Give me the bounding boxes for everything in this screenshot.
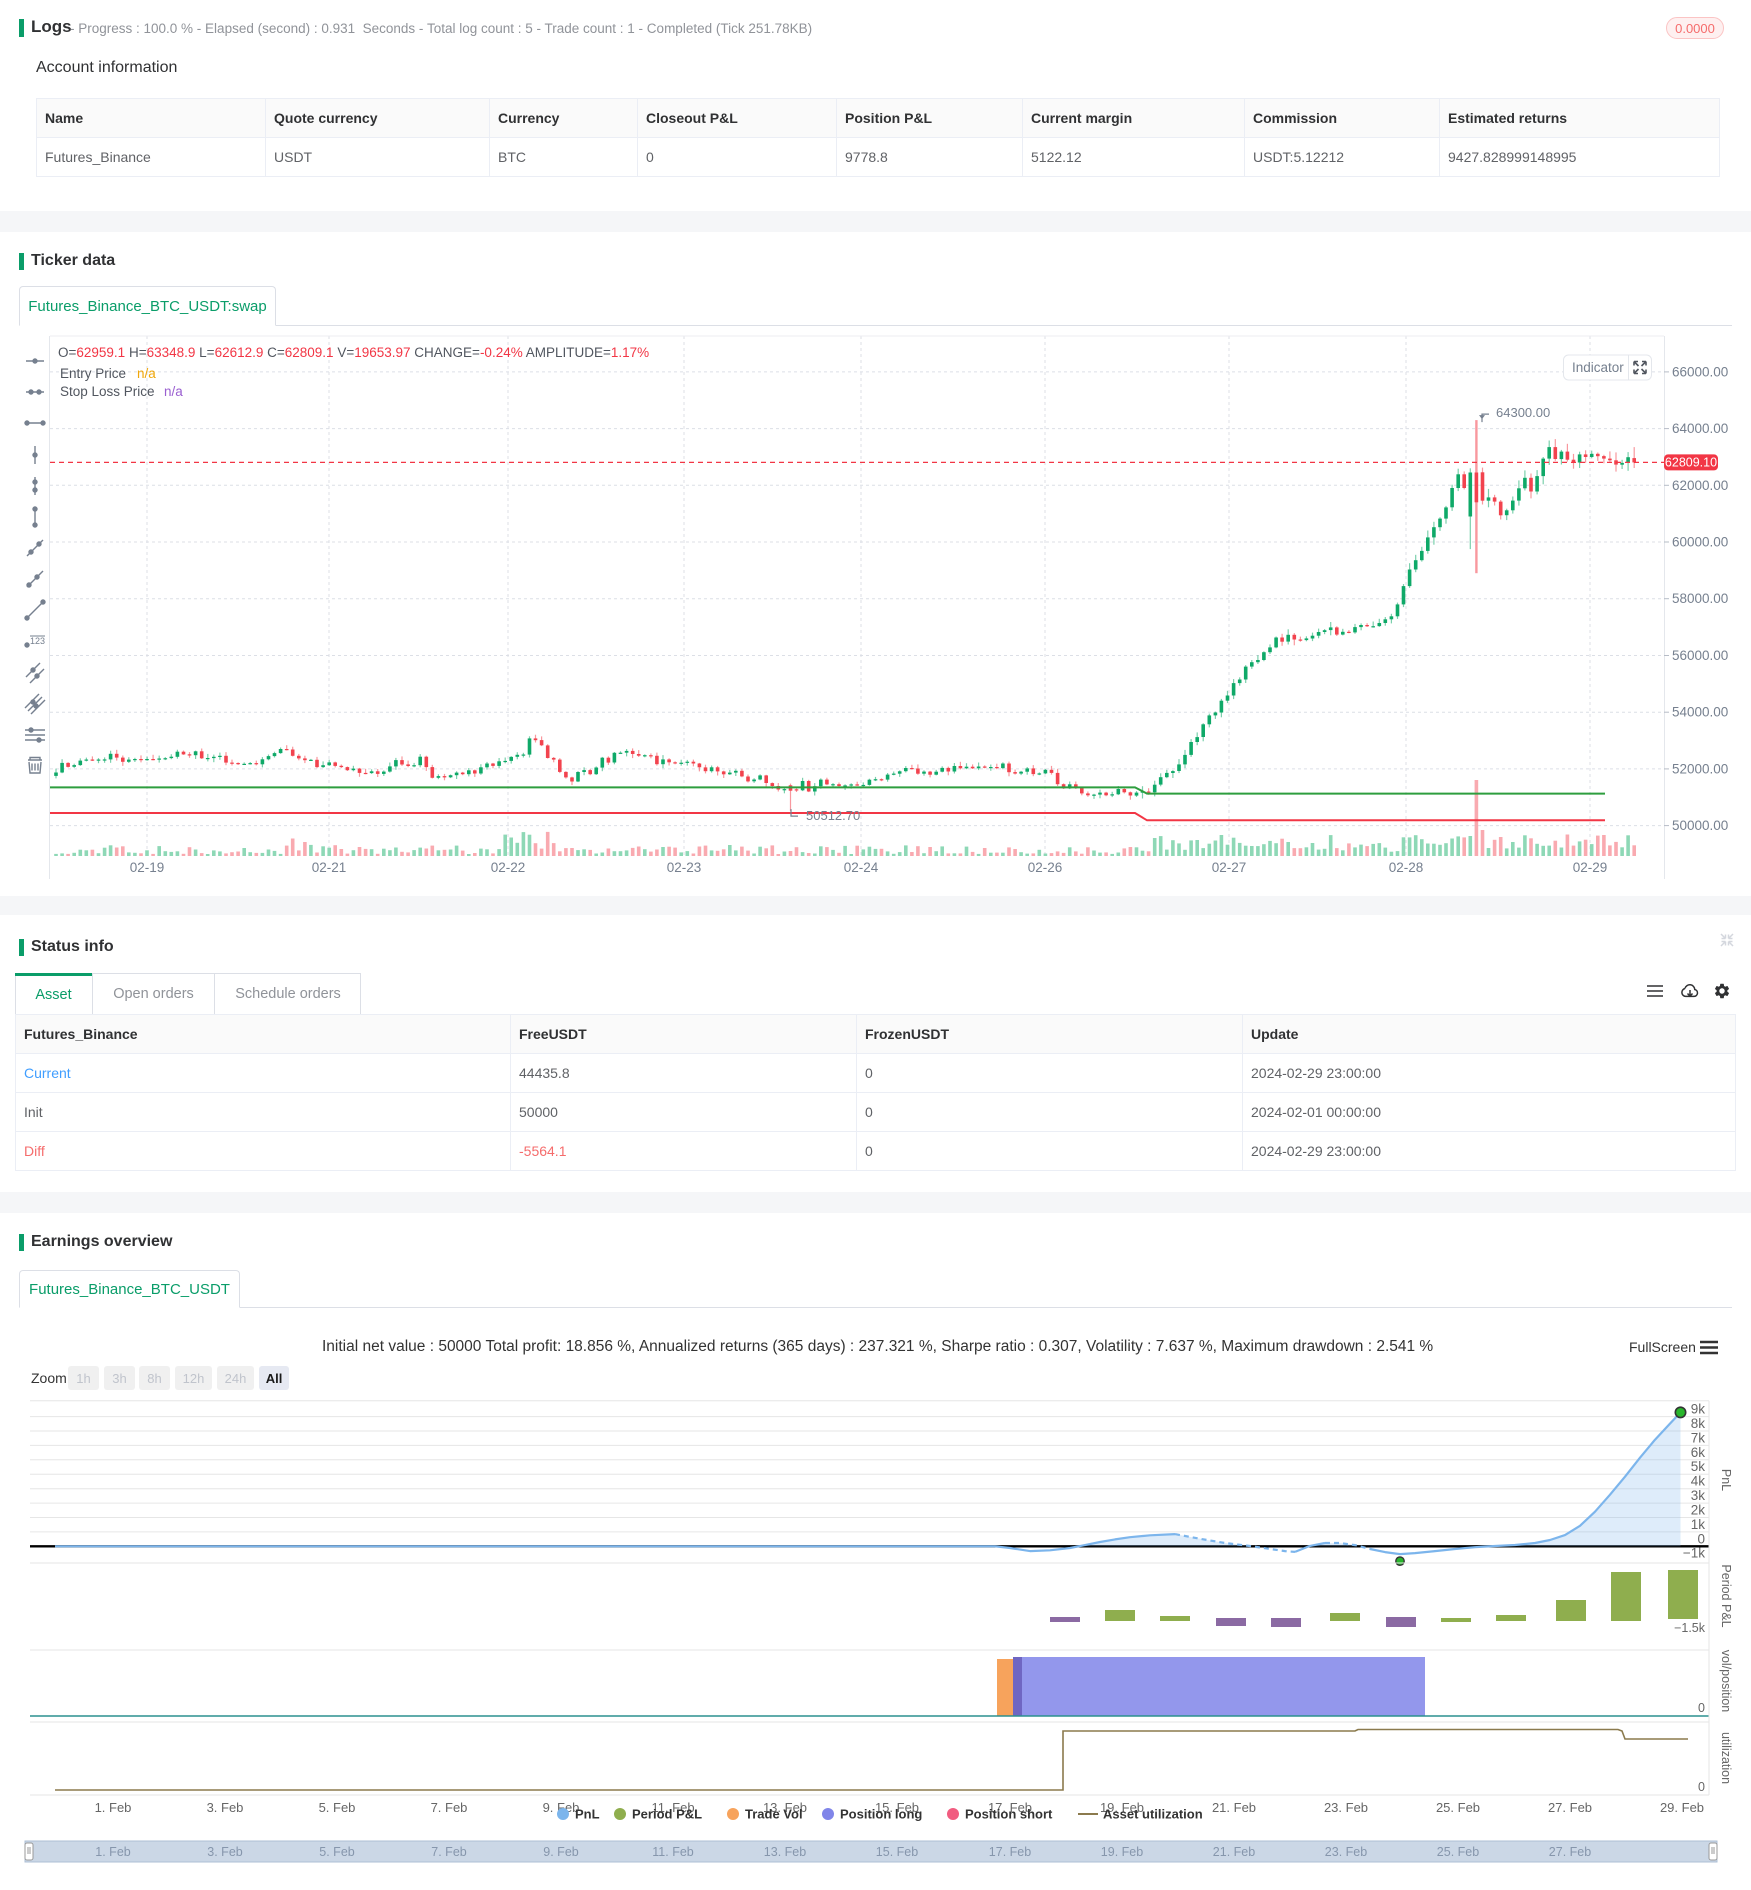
svg-text:9. Feb: 9. Feb xyxy=(543,1800,580,1815)
svg-text:23. Feb: 23. Feb xyxy=(1324,1800,1368,1815)
svg-text:Position long: Position long xyxy=(840,1807,922,1822)
svg-text:23. Feb: 23. Feb xyxy=(1325,1845,1367,1859)
svg-text:02-26: 02-26 xyxy=(1028,860,1063,875)
svg-text:13. Feb: 13. Feb xyxy=(764,1845,806,1859)
svg-text:21. Feb: 21. Feb xyxy=(1212,1800,1256,1815)
svg-text:21. Feb: 21. Feb xyxy=(1213,1845,1255,1859)
svg-text:02-24: 02-24 xyxy=(844,860,879,875)
svg-text:64300.00: 64300.00 xyxy=(1496,405,1550,420)
svg-text:1. Feb: 1. Feb xyxy=(95,1800,132,1815)
svg-text:11. Feb: 11. Feb xyxy=(652,1845,694,1859)
svg-text:7. Feb: 7. Feb xyxy=(431,1800,468,1815)
svg-text:02-29: 02-29 xyxy=(1573,860,1608,875)
svg-text:−1.5k: −1.5k xyxy=(1674,1621,1706,1635)
svg-text:9. Feb: 9. Feb xyxy=(543,1845,578,1859)
svg-text:02-19: 02-19 xyxy=(130,860,165,875)
svg-text:15. Feb: 15. Feb xyxy=(876,1845,918,1859)
svg-text:25. Feb: 25. Feb xyxy=(1437,1845,1479,1859)
svg-text:11. Feb: 11. Feb xyxy=(651,1800,694,1815)
svg-text:17. Feb: 17. Feb xyxy=(989,1845,1031,1859)
svg-text:66000.00: 66000.00 xyxy=(1672,364,1728,379)
svg-text:Asset utilization: Asset utilization xyxy=(1103,1807,1203,1822)
svg-text:62000.00: 62000.00 xyxy=(1672,478,1728,493)
svg-text:PnL: PnL xyxy=(1719,1469,1733,1491)
svg-text:PnL: PnL xyxy=(575,1807,600,1822)
svg-text:utilization: utilization xyxy=(1719,1732,1733,1784)
svg-text:19. Feb: 19. Feb xyxy=(1101,1845,1143,1859)
svg-text:Stop Loss Price: Stop Loss Price xyxy=(60,384,155,399)
svg-text:27. Feb: 27. Feb xyxy=(1548,1800,1592,1815)
svg-text:5. Feb: 5. Feb xyxy=(319,1800,356,1815)
svg-text:5k: 5k xyxy=(1691,1459,1706,1474)
svg-text:Period P&L: Period P&L xyxy=(632,1807,702,1822)
svg-text:9k: 9k xyxy=(1691,1402,1706,1417)
svg-text:56000.00: 56000.00 xyxy=(1672,648,1728,663)
svg-text:7. Feb: 7. Feb xyxy=(431,1845,466,1859)
svg-text:13. Feb: 13. Feb xyxy=(763,1800,807,1815)
svg-text:3. Feb: 3. Feb xyxy=(207,1845,242,1859)
svg-text:−1k: −1k xyxy=(1683,1546,1705,1561)
svg-text:29. Feb: 29. Feb xyxy=(1660,1800,1704,1815)
svg-text:7k: 7k xyxy=(1691,1430,1706,1445)
svg-text:n/a: n/a xyxy=(137,366,156,381)
svg-text:50512.70: 50512.70 xyxy=(806,808,860,823)
svg-text:19. Feb: 19. Feb xyxy=(1100,1800,1144,1815)
svg-text:02-28: 02-28 xyxy=(1389,860,1424,875)
svg-text:15. Feb: 15. Feb xyxy=(875,1800,919,1815)
svg-text:3k: 3k xyxy=(1691,1488,1706,1503)
svg-text:54000.00: 54000.00 xyxy=(1672,705,1728,720)
svg-text:123: 123 xyxy=(30,636,45,646)
svg-text:50000.00: 50000.00 xyxy=(1672,818,1728,833)
svg-text:64000.00: 64000.00 xyxy=(1672,421,1728,436)
svg-text:4k: 4k xyxy=(1691,1474,1706,1489)
svg-text:n/a: n/a xyxy=(164,384,183,399)
svg-text:17. Feb: 17. Feb xyxy=(988,1800,1032,1815)
svg-text:52000.00: 52000.00 xyxy=(1672,761,1728,776)
svg-text:3. Feb: 3. Feb xyxy=(207,1800,244,1815)
svg-text:Position short: Position short xyxy=(965,1807,1053,1822)
svg-text:60000.00: 60000.00 xyxy=(1672,535,1728,550)
svg-text:6k: 6k xyxy=(1691,1445,1706,1460)
svg-text:Indicator: Indicator xyxy=(1572,360,1624,375)
svg-text:Entry Price: Entry Price xyxy=(60,366,126,381)
svg-text:1. Feb: 1. Feb xyxy=(95,1845,130,1859)
svg-text:vol/position: vol/position xyxy=(1719,1650,1733,1713)
svg-text:62809.10: 62809.10 xyxy=(1665,456,1717,470)
svg-text:O=62959.1 H=63348.9 L=62612.9: O=62959.1 H=63348.9 L=62612.9 C=62809.1 … xyxy=(58,345,649,360)
svg-text:0: 0 xyxy=(1697,1531,1705,1546)
svg-text:2k: 2k xyxy=(1691,1503,1706,1518)
svg-text:5. Feb: 5. Feb xyxy=(319,1845,354,1859)
svg-text:8k: 8k xyxy=(1691,1416,1706,1431)
svg-text:27. Feb: 27. Feb xyxy=(1549,1845,1591,1859)
svg-text:0: 0 xyxy=(1698,1780,1705,1794)
svg-text:0: 0 xyxy=(1698,1701,1705,1715)
svg-text:Period P&L: Period P&L xyxy=(1719,1564,1733,1627)
svg-text:Trade Vol: Trade Vol xyxy=(745,1807,803,1822)
svg-text:58000.00: 58000.00 xyxy=(1672,591,1728,606)
svg-text:02-21: 02-21 xyxy=(312,860,347,875)
svg-text:02-23: 02-23 xyxy=(667,860,702,875)
svg-text:02-22: 02-22 xyxy=(491,860,526,875)
svg-text:1k: 1k xyxy=(1691,1517,1706,1532)
svg-text:25. Feb: 25. Feb xyxy=(1436,1800,1480,1815)
svg-text:02-27: 02-27 xyxy=(1212,860,1247,875)
